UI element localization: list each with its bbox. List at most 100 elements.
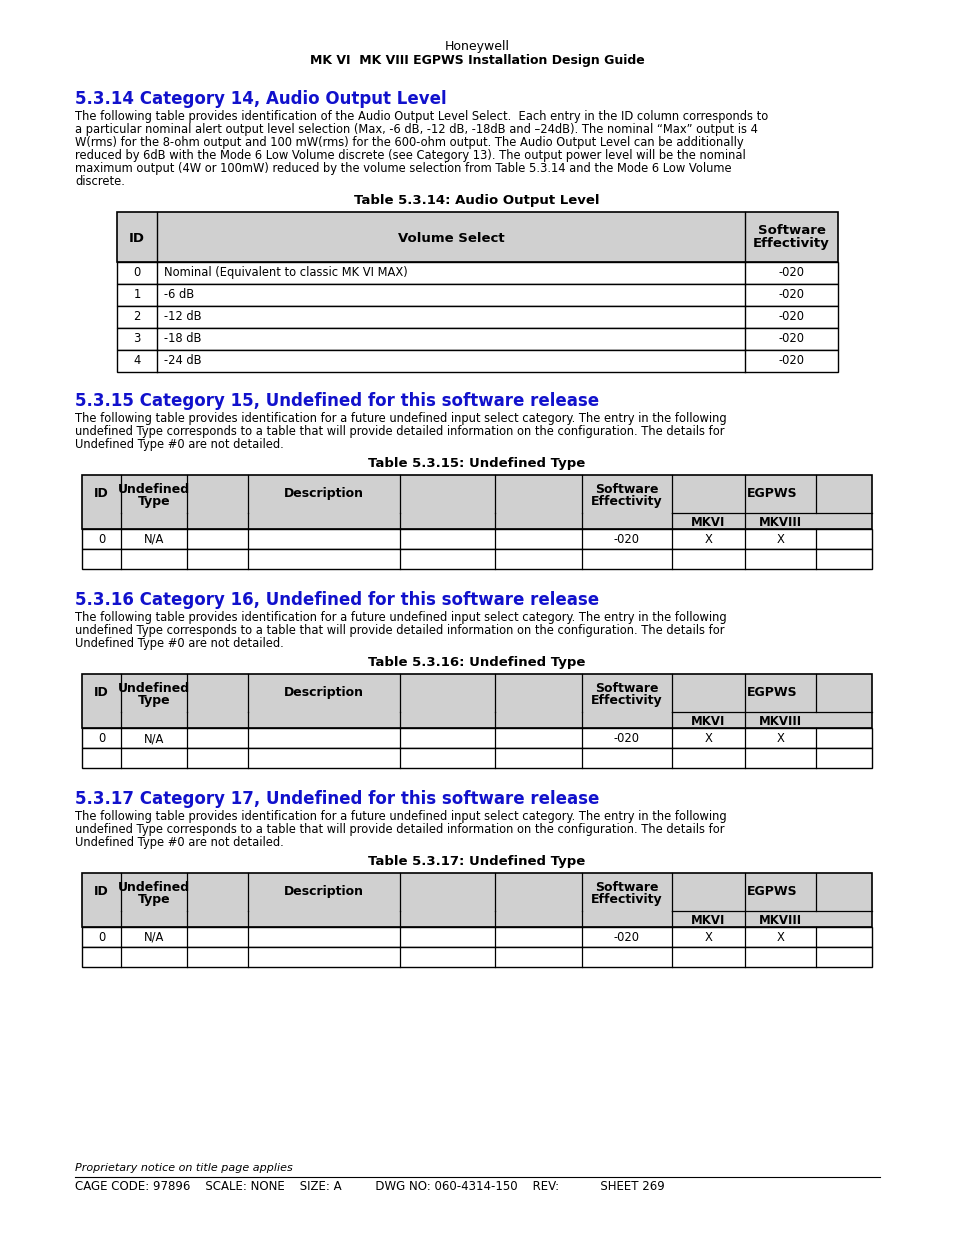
Text: Type: Type	[137, 694, 171, 706]
Text: Undefined Type #0 are not detailed.: Undefined Type #0 are not detailed.	[75, 438, 283, 451]
Text: The following table provides identification of the Audio Output Level Select.  E: The following table provides identificat…	[75, 110, 767, 124]
Text: MKVI: MKVI	[691, 516, 725, 529]
Text: ID: ID	[129, 232, 145, 245]
Text: 3: 3	[133, 332, 140, 345]
Text: Undefined: Undefined	[118, 682, 190, 695]
Text: X: X	[704, 732, 712, 745]
Text: Undefined: Undefined	[118, 483, 190, 496]
Text: a particular nominal alert output level selection (Max, -6 dB, -12 dB, -18dB and: a particular nominal alert output level …	[75, 124, 757, 136]
Text: MKVIII: MKVIII	[759, 914, 801, 927]
Text: 0: 0	[98, 931, 105, 944]
Text: The following table provides identification for a future undefined input select : The following table provides identificat…	[75, 412, 726, 425]
Text: MKVI: MKVI	[691, 914, 725, 927]
Bar	[82, 529, 871, 550]
Text: -18 dB: -18 dB	[164, 332, 201, 345]
Text: MK VI  MK VIII EGPWS Installation Design Guide: MK VI MK VIII EGPWS Installation Design …	[310, 54, 643, 67]
Text: EGPWS: EGPWS	[746, 885, 797, 898]
Text: -020: -020	[778, 266, 803, 279]
Text: 5.3.14 Category 14, Audio Output Level: 5.3.14 Category 14, Audio Output Level	[75, 90, 446, 107]
Text: Honeywell: Honeywell	[444, 40, 509, 53]
Text: X: X	[776, 732, 783, 745]
Text: 0: 0	[98, 732, 105, 745]
Text: 4: 4	[133, 354, 140, 367]
Bar	[82, 873, 871, 927]
Bar	[117, 306, 837, 329]
Text: W(rms) for the 8-ohm output and 100 mW(rms) for the 600-ohm output. The Audio Ou: W(rms) for the 8-ohm output and 100 mW(r…	[75, 136, 742, 149]
Text: 5.3.16 Category 16, Undefined for this software release: 5.3.16 Category 16, Undefined for this s…	[75, 592, 598, 609]
Text: Effectivity: Effectivity	[591, 495, 662, 508]
Text: -020: -020	[614, 534, 639, 546]
Text: Proprietary notice on title page applies: Proprietary notice on title page applies	[75, 1163, 293, 1173]
Text: 2: 2	[133, 310, 140, 324]
Text: discrete.: discrete.	[75, 175, 125, 188]
Bar	[82, 727, 871, 748]
Bar	[117, 284, 837, 306]
Text: ID: ID	[94, 685, 109, 699]
Text: 0: 0	[98, 534, 105, 546]
Text: -020: -020	[614, 732, 639, 745]
Text: Table 5.3.16: Undefined Type: Table 5.3.16: Undefined Type	[368, 656, 585, 669]
Bar	[82, 550, 871, 569]
Text: undefined Type corresponds to a table that will provide detailed information on : undefined Type corresponds to a table th…	[75, 624, 723, 637]
Bar	[82, 748, 871, 768]
Text: Effectivity: Effectivity	[591, 893, 662, 906]
Text: reduced by 6dB with the Mode 6 Low Volume discrete (see Category 13). The output: reduced by 6dB with the Mode 6 Low Volum…	[75, 149, 745, 162]
Text: CAGE CODE: 97896    SCALE: NONE    SIZE: A         DWG NO: 060-4314-150    REV: : CAGE CODE: 97896 SCALE: NONE SIZE: A DWG…	[75, 1179, 664, 1193]
Text: Type: Type	[137, 893, 171, 906]
Text: Undefined Type #0 are not detailed.: Undefined Type #0 are not detailed.	[75, 836, 283, 848]
Text: 0: 0	[133, 266, 140, 279]
Text: MKVIII: MKVIII	[759, 715, 801, 727]
Bar	[82, 674, 871, 727]
Text: -6 dB: -6 dB	[164, 288, 194, 301]
Text: X: X	[704, 931, 712, 944]
Text: N/A: N/A	[144, 534, 164, 546]
Text: Effectivity: Effectivity	[591, 694, 662, 706]
Text: X: X	[776, 534, 783, 546]
Bar	[82, 475, 871, 529]
Bar	[117, 329, 837, 350]
Text: -12 dB: -12 dB	[164, 310, 201, 324]
Text: undefined Type corresponds to a table that will provide detailed information on : undefined Type corresponds to a table th…	[75, 425, 723, 438]
Text: N/A: N/A	[144, 931, 164, 944]
Text: Software: Software	[595, 881, 659, 894]
Text: -020: -020	[778, 354, 803, 367]
Text: Volume Select: Volume Select	[397, 232, 504, 245]
Text: Effectivity: Effectivity	[752, 237, 829, 249]
Bar	[82, 947, 871, 967]
Text: -24 dB: -24 dB	[164, 354, 201, 367]
Text: X: X	[704, 534, 712, 546]
Text: Software: Software	[757, 224, 824, 237]
Text: Undefined: Undefined	[118, 881, 190, 894]
Text: 1: 1	[133, 288, 140, 301]
Text: Description: Description	[284, 885, 364, 898]
Text: Software: Software	[595, 483, 659, 496]
Text: ID: ID	[94, 885, 109, 898]
Text: The following table provides identification for a future undefined input select : The following table provides identificat…	[75, 810, 726, 823]
Text: 5.3.15 Category 15, Undefined for this software release: 5.3.15 Category 15, Undefined for this s…	[75, 391, 598, 410]
Bar	[117, 350, 837, 372]
Bar	[82, 927, 871, 947]
Text: 5.3.17 Category 17, Undefined for this software release: 5.3.17 Category 17, Undefined for this s…	[75, 790, 598, 808]
Text: ID: ID	[94, 487, 109, 500]
Text: Table 5.3.14: Audio Output Level: Table 5.3.14: Audio Output Level	[354, 194, 599, 207]
Text: -020: -020	[614, 931, 639, 944]
Text: -020: -020	[778, 310, 803, 324]
Text: Undefined Type #0 are not detailed.: Undefined Type #0 are not detailed.	[75, 637, 283, 650]
Text: Table 5.3.15: Undefined Type: Table 5.3.15: Undefined Type	[368, 457, 585, 471]
Text: N/A: N/A	[144, 732, 164, 745]
Text: -020: -020	[778, 288, 803, 301]
Text: maximum output (4W or 100mW) reduced by the volume selection from Table 5.3.14 a: maximum output (4W or 100mW) reduced by …	[75, 162, 731, 175]
Text: Nominal (Equivalent to classic MK VI MAX): Nominal (Equivalent to classic MK VI MAX…	[164, 266, 407, 279]
Text: undefined Type corresponds to a table that will provide detailed information on : undefined Type corresponds to a table th…	[75, 823, 723, 836]
Text: The following table provides identification for a future undefined input select : The following table provides identificat…	[75, 611, 726, 624]
Bar	[117, 212, 837, 262]
Text: EGPWS: EGPWS	[746, 685, 797, 699]
Text: Type: Type	[137, 495, 171, 508]
Bar	[117, 262, 837, 284]
Text: EGPWS: EGPWS	[746, 487, 797, 500]
Text: X: X	[776, 931, 783, 944]
Text: Description: Description	[284, 685, 364, 699]
Text: MKVIII: MKVIII	[759, 516, 801, 529]
Text: -020: -020	[778, 332, 803, 345]
Text: Software: Software	[595, 682, 659, 695]
